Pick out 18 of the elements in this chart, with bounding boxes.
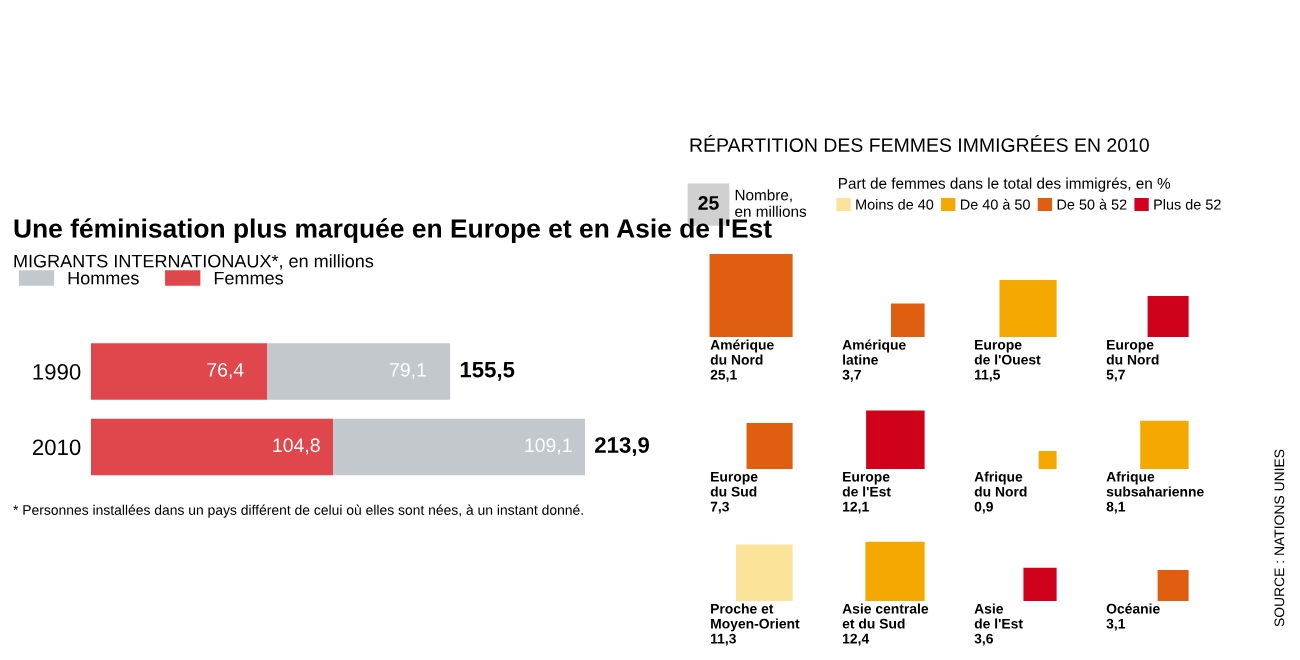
total-label: 155,5: [460, 361, 515, 381]
data-label: 76,4: [207, 362, 244, 379]
bar: [333, 418, 585, 476]
bar: [91, 343, 268, 400]
chart-title: Une féminisation plus marquée en Europe et en Asie de l'Est: [14, 218, 772, 244]
data-label: 109,1: [525, 438, 572, 455]
chart-subtitle: MIGRANTS INTERNATIONAUX*, en millions: [14, 254, 374, 270]
data-label: 104,8: [273, 438, 320, 455]
y-tick-label: 2010: [32, 439, 81, 456]
total-label: 213,9: [595, 437, 650, 457]
bar: [267, 343, 451, 400]
data-label: 79,1: [390, 362, 426, 379]
text: 25: [698, 196, 719, 210]
legend-label: Hommes: [68, 271, 139, 285]
text: RÉPARTITION DES FEMMES IMMIGRÉES EN 2010: [690, 134, 1149, 152]
y-tick-label: 1990: [33, 364, 81, 380]
bar: [91, 418, 334, 476]
legend-label: Femmes: [214, 271, 283, 285]
